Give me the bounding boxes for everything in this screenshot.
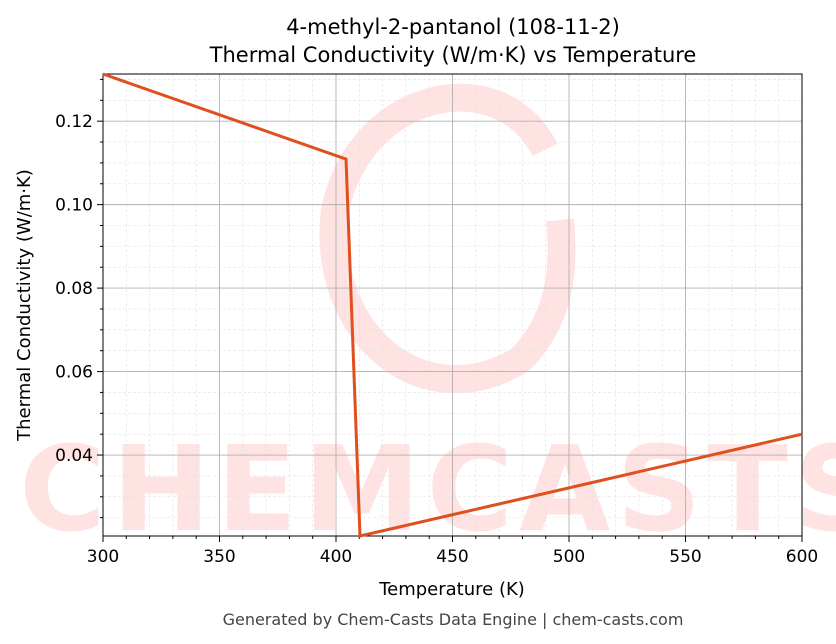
x-tick-label: 300 — [87, 547, 119, 567]
watermark-logo: CHEMCASTS — [19, 83, 836, 558]
series-line — [102, 72, 803, 538]
y-tick-label: 0.08 — [55, 279, 93, 299]
x-axis-label: Temperature (K) — [378, 579, 525, 600]
svg-text:CHEMCASTS: CHEMCASTS — [19, 420, 836, 558]
y-axis-label: Thermal Conductivity (W/m·K) — [14, 169, 35, 442]
x-tick-label: 400 — [320, 547, 352, 567]
x-tick-label: 550 — [669, 547, 701, 567]
y-tick-label: 0.10 — [55, 196, 93, 216]
y-tick-label: 0.04 — [55, 446, 93, 466]
y-tick-label: 0.12 — [55, 112, 93, 132]
footer-credit: Generated by Chem-Casts Data Engine | ch… — [223, 610, 684, 629]
chart-title: 4-methyl-2-pantanol (108-11-2) — [286, 15, 620, 39]
y-tick-label: 0.06 — [55, 363, 93, 383]
x-tick-label: 600 — [786, 547, 818, 567]
x-tick-label: 450 — [436, 547, 468, 567]
x-tick-label: 350 — [203, 547, 235, 567]
chart-subtitle: Thermal Conductivity (W/m·K) vs Temperat… — [209, 43, 697, 67]
x-tick-label: 500 — [553, 547, 585, 567]
